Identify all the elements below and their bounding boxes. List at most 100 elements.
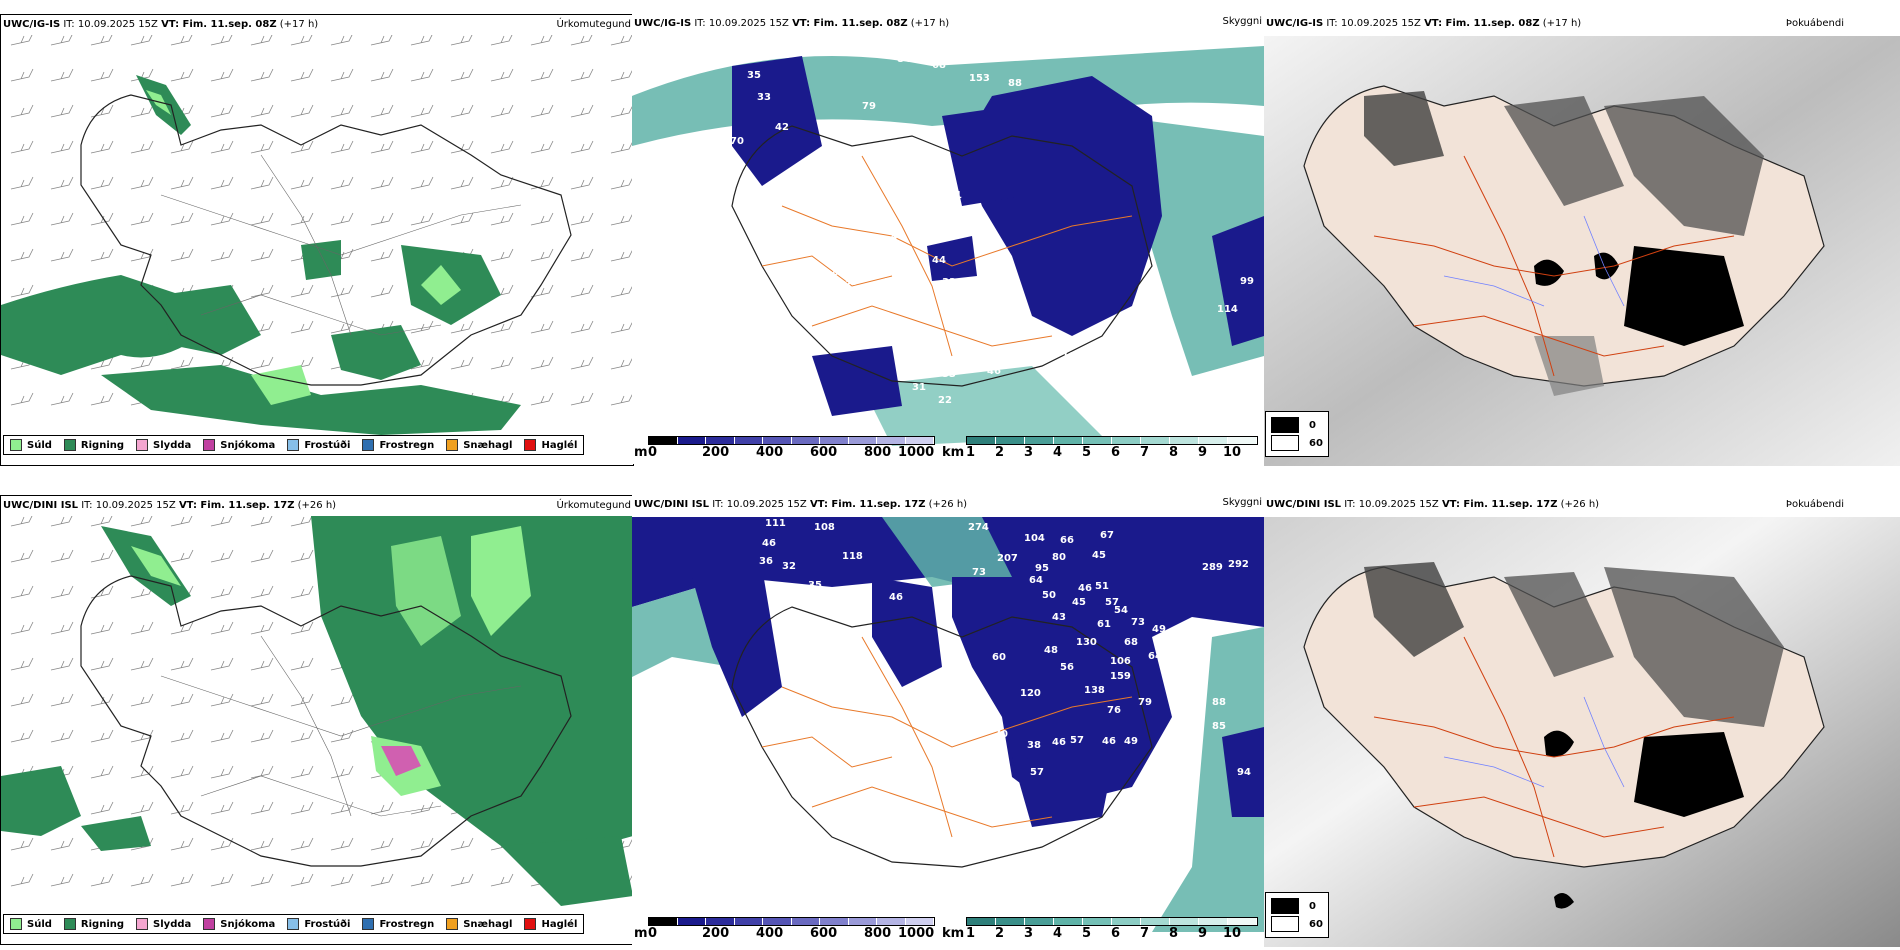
map-label: 99 (805, 167, 819, 178)
panel-ig-fog: UWC/IG-IS IT: 10.09.2025 15Z VT: Fim. 11… (1264, 14, 1900, 466)
fog-legend: 0 60 (1265, 892, 1329, 938)
map-dini-precip (1, 516, 633, 906)
legend-swatch (524, 439, 537, 451)
map-label: 73 (902, 270, 916, 281)
map-label: 82 (830, 177, 844, 188)
map-label: 101 (917, 196, 938, 207)
map-label: 110 (816, 509, 837, 520)
map-label: 95 (1035, 563, 1049, 574)
map-label: 120 (1020, 688, 1041, 699)
legend-swatch (136, 918, 149, 930)
map-label: 32 (782, 561, 796, 572)
map-label: 45 (1072, 597, 1086, 608)
map-label: 101 (850, 509, 871, 520)
panel-ig-precip-type: UWC/IG-IS IT: 10.09.2025 15Z VT: Fim. 11… (0, 14, 634, 466)
map-label: 34 (884, 277, 898, 288)
cloudbase-colorbar: m 0 200 400 600 800 1000 (634, 917, 935, 942)
field-name: Úrkomutegund (556, 19, 631, 30)
roads (160, 635, 522, 817)
fog-legend-white (1271, 435, 1299, 451)
legend-swatch (203, 918, 216, 930)
map-label: 79 (862, 101, 876, 112)
map-label: 31 (912, 382, 926, 393)
map-label: 80 (956, 710, 970, 721)
map-label: 39 (844, 277, 858, 288)
map-label: 74 (840, 190, 854, 201)
map-label: 42 (775, 122, 789, 133)
map-label: 73 (1131, 617, 1145, 628)
map-ig-precip (1, 35, 633, 435)
map-label: 55 (853, 205, 867, 216)
map-label: 37 (860, 248, 874, 259)
map-label: 88 (832, 267, 846, 278)
field-name: Skyggni (1222, 497, 1262, 508)
map-label: 43 (1052, 612, 1066, 623)
panel-title: UWC/IG-IS IT: 10.09.2025 15Z VT: Fim. 11… (3, 19, 319, 30)
map-label: 61 (948, 190, 962, 201)
map-label: 99 (1240, 276, 1254, 287)
map-label: 58 (899, 154, 913, 165)
map-label: 67 (1100, 530, 1114, 541)
precip-type-legend: Súld Rigning Slydda Snjókoma Frostúði Fr… (3, 435, 585, 455)
map-label: 44 (1178, 635, 1192, 646)
map-label: 108 (828, 121, 849, 132)
legend-swatch (63, 918, 76, 930)
map-label: 49 (1152, 624, 1166, 635)
map-label: 88 (1008, 78, 1022, 89)
panel-ig-cloud-visibility: UWC/IG-IS IT: 10.09.2025 15Z VT: Fim. 11… (632, 14, 1264, 464)
map-label: 106 (1110, 656, 1131, 667)
field-name: Skyggni (1222, 16, 1262, 27)
map-label: 66 (1060, 535, 1074, 546)
map-label: 207 (997, 553, 1018, 564)
map-label: 33 (942, 369, 956, 380)
panel-title: UWC/IG-IS IT: 10.09.2025 15Z VT: Fim. 11… (634, 18, 950, 29)
legend-swatch (446, 439, 459, 451)
fog-legend-black (1271, 898, 1299, 914)
map-label: 33 (757, 92, 771, 103)
panel-dini-precip-type: UWC/DINI ISL IT: 10.09.2025 15Z VT: Fim.… (0, 495, 634, 945)
map-label: 56 (1060, 662, 1074, 673)
panel-title: UWC/DINI ISL IT: 10.09.2025 15Z VT: Fim.… (3, 500, 337, 511)
fog-legend-white (1271, 916, 1299, 932)
legend-swatch (446, 918, 459, 930)
visibility-colorbar: km 1 2 3 4 5 6 7 8 9 10 (942, 436, 1260, 461)
precip-areas (1, 516, 633, 906)
map-label: 46 (891, 231, 905, 242)
precip-type-legend: Súld Rigning Slydda Snjókoma Frostúði Fr… (3, 914, 585, 934)
map-label: 61 (887, 124, 901, 135)
legend-swatch (287, 918, 300, 930)
panel-title: UWC/DINI ISL IT: 10.09.2025 15Z VT: Fim.… (1266, 499, 1600, 510)
map-label: 57 (1070, 735, 1084, 746)
map-label: 57 (1030, 767, 1044, 778)
field-name: Þokuábendi (1785, 499, 1844, 510)
map-label: 73 (972, 567, 986, 578)
map-label: 138 (1084, 685, 1105, 696)
legend-swatch (136, 439, 149, 451)
map-label: 130 (1076, 637, 1097, 648)
visibility-colorbar: km 1 2 3 4 5 6 7 8 9 10 (942, 917, 1260, 942)
fog-legend-black (1271, 417, 1299, 433)
map-label: 289 (1202, 562, 1223, 573)
map-label: 49 (1124, 736, 1138, 747)
map-label: 37 (772, 265, 786, 276)
panel-title: UWC/IG-IS IT: 10.09.2025 15Z VT: Fim. 11… (1266, 18, 1582, 29)
map-label: 159 (1110, 671, 1131, 682)
map-label: 36 (759, 556, 773, 567)
map-label: 89 (917, 224, 931, 235)
map-label: 69 (859, 179, 873, 190)
map-label: 114 (1217, 304, 1238, 315)
panel-title: UWC/DINI ISL IT: 10.09.2025 15Z VT: Fim.… (634, 499, 968, 510)
legend-swatch (10, 439, 22, 451)
iceland-outline (80, 575, 572, 867)
map-label: 104 (1024, 533, 1045, 544)
map-label: 274 (968, 522, 989, 533)
map-label: 70 (730, 136, 744, 147)
map-label: 70 (994, 729, 1008, 740)
map-label: 111 (765, 518, 786, 529)
map-label: 88 (1212, 697, 1226, 708)
map-label: 46 (987, 366, 1001, 377)
map-label: 79 (1138, 697, 1152, 708)
map-label: 35 (808, 580, 822, 591)
map-label: 84 (839, 204, 853, 215)
field-name: Þokuábendi (1785, 18, 1844, 29)
